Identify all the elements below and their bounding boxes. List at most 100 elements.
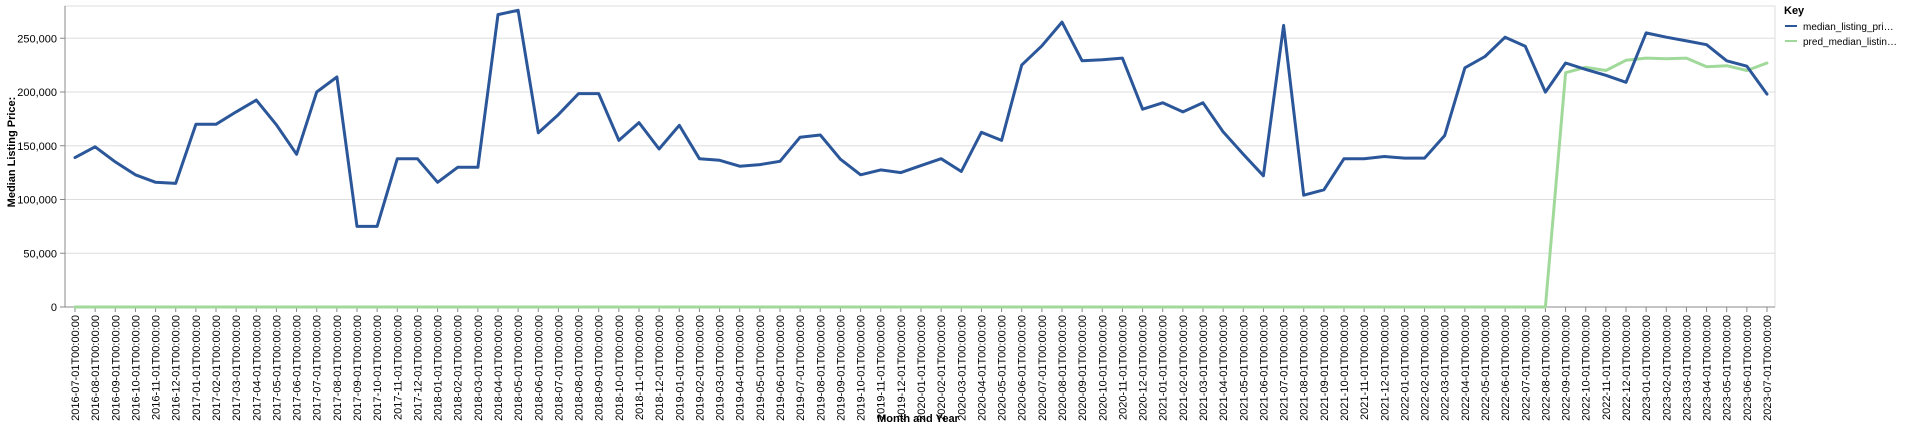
x-tick-label: 2021-04-01T00:00:00 — [1218, 315, 1230, 421]
x-tick-label: 2023-01-01T00:00:00 — [1641, 315, 1653, 421]
x-tick-label: 2017-06-01T00:00:00 — [292, 315, 304, 421]
x-tick-label: 2022-05-01T00:00:00 — [1480, 315, 1492, 421]
series-lines — [73, 8, 1769, 309]
x-tick-label: 2021-12-01T00:00:00 — [1379, 315, 1391, 421]
x-tick-label: 2022-04-01T00:00:00 — [1460, 315, 1472, 421]
x-tick-label: 2020-11-01T00:00:00 — [1117, 315, 1129, 420]
x-tick-label: 2022-08-01T00:00:00 — [1540, 315, 1552, 421]
x-tick-label: 2019-04-01T00:00:00 — [735, 315, 747, 421]
x-tick-label: 2023-03-01T00:00:00 — [1681, 315, 1693, 421]
x-tick-label: 2023-07-01T00:00:00 — [1762, 315, 1774, 421]
x-tick-label: 2019-12-01T00:00:00 — [896, 315, 908, 421]
x-tick-label: 2020-12-01T00:00:00 — [1138, 315, 1150, 421]
x-tick-label: 2018-06-01T00:00:00 — [533, 315, 545, 421]
x-tick-label: 2022-09-01T00:00:00 — [1561, 315, 1573, 421]
y-tick-label: 250,000 — [17, 33, 57, 45]
x-tick-label: 2017-02-01T00:00:00 — [211, 315, 223, 421]
legend-title: Key — [1784, 5, 1805, 17]
x-tick-label: 2019-03-01T00:00:00 — [715, 315, 727, 421]
x-tick-label: 2016-07-01T00:00:00 — [70, 315, 82, 421]
x-tick-label: 2018-11-01T00:00:00 — [634, 315, 646, 420]
x-tick-label: 2019-01-01T00:00:00 — [674, 315, 686, 421]
x-tick-label: 2020-03-01T00:00:00 — [956, 315, 968, 421]
x-tick-label: 2021-07-01T00:00:00 — [1279, 315, 1291, 421]
x-tick-label: 2017-01-01T00:00:00 — [191, 315, 203, 421]
x-tick-label: 2019-07-01T00:00:00 — [795, 315, 807, 421]
x-tick-label: 2019-08-01T00:00:00 — [815, 315, 827, 421]
x-tick-label: 2022-02-01T00:00:00 — [1420, 315, 1432, 421]
x-tick-label: 2016-12-01T00:00:00 — [171, 315, 183, 421]
legend: Key median_listing_pri… pred_median_list… — [1784, 5, 1897, 48]
x-tick-label: 2019-06-01T00:00:00 — [775, 315, 787, 421]
x-tick-label: 2022-06-01T00:00:00 — [1500, 315, 1512, 421]
x-tick-label: 2023-05-01T00:00:00 — [1722, 315, 1734, 421]
x-tick-label: 2018-03-01T00:00:00 — [473, 315, 485, 421]
x-tick-label: 2018-04-01T00:00:00 — [493, 315, 505, 421]
x-tick-label: 2017-04-01T00:00:00 — [251, 315, 263, 421]
legend-label-median: median_listing_pri… — [1803, 22, 1894, 33]
x-tick-label: 2020-09-01T00:00:00 — [1077, 315, 1089, 421]
x-tick-label: 2021-08-01T00:00:00 — [1299, 315, 1311, 421]
x-tick-label: 2018-08-01T00:00:00 — [574, 315, 586, 421]
x-tick-label: 2018-09-01T00:00:00 — [594, 315, 606, 421]
x-tick-label: 2019-09-01T00:00:00 — [835, 315, 847, 421]
x-tick-label: 2020-05-01T00:00:00 — [997, 315, 1009, 421]
x-tick-label: 2017-03-01T00:00:00 — [231, 315, 243, 421]
x-axis-title: Month and Year — [877, 413, 959, 425]
x-tick-label: 2020-04-01T00:00:00 — [976, 315, 988, 421]
x-tick-label: 2017-12-01T00:00:00 — [412, 315, 424, 421]
y-tick-label: 0 — [51, 302, 57, 314]
y-tick-label: 150,000 — [17, 141, 57, 153]
y-tick-label: 50,000 — [23, 248, 57, 260]
x-tick-label: 2018-01-01T00:00:00 — [433, 315, 445, 421]
x-tick-label: 2019-11-01T00:00:00 — [876, 315, 888, 420]
x-tick-label: 2019-05-01T00:00:00 — [755, 315, 767, 421]
x-tick-label: 2018-07-01T00:00:00 — [553, 315, 565, 421]
legend-label-pred: pred_median_listin… — [1803, 37, 1897, 48]
x-tick-label: 2020-08-01T00:00:00 — [1057, 315, 1069, 421]
x-tick-label: 2021-06-01T00:00:00 — [1258, 315, 1270, 421]
x-tick-label: 2017-09-01T00:00:00 — [352, 315, 364, 421]
x-tick-label: 2022-10-01T00:00:00 — [1581, 315, 1593, 421]
x-tick-label: 2017-10-01T00:00:00 — [372, 315, 384, 421]
x-tick-label: 2021-10-01T00:00:00 — [1339, 315, 1351, 421]
x-tick-label: 2019-10-01T00:00:00 — [856, 315, 868, 421]
x-tick-label: 2019-02-01T00:00:00 — [694, 315, 706, 421]
x-tick-label: 2022-03-01T00:00:00 — [1440, 315, 1452, 421]
x-axis: 2016-07-01T00:00:00 2016-08-01T00:00:00 20… — [65, 306, 1775, 421]
x-tick-label: 2022-07-01T00:00:00 — [1520, 315, 1532, 421]
x-tick-label: 2017-11-01T00:00:00 — [392, 315, 404, 420]
series-line-median-listing-price — [73, 8, 1769, 228]
x-tick-label: 2020-06-01T00:00:00 — [1017, 315, 1029, 421]
x-tick-label: 2016-08-01T00:00:00 — [90, 315, 102, 421]
x-tick-label: 2017-07-01T00:00:00 — [312, 315, 324, 421]
x-tick-label: 2021-05-01T00:00:00 — [1238, 315, 1250, 421]
x-tick-label: 2018-12-01T00:00:00 — [654, 315, 666, 421]
x-tick-label: 2020-07-01T00:00:00 — [1037, 315, 1049, 421]
x-tick-label: 2020-01-01T00:00:00 — [916, 315, 928, 421]
x-tick-label: 2021-03-01T00:00:00 — [1198, 315, 1210, 421]
x-tick-label: 2018-05-01T00:00:00 — [513, 315, 525, 421]
x-tick-label: 2016-11-01T00:00:00 — [151, 315, 163, 420]
x-tick-label: 2018-02-01T00:00:00 — [453, 315, 465, 421]
x-tick-label: 2016-10-01T00:00:00 — [130, 315, 142, 421]
x-tick-label: 2017-08-01T00:00:00 — [332, 315, 344, 421]
x-tick-label: 2023-06-01T00:00:00 — [1742, 315, 1754, 421]
x-tick-label: 2021-02-01T00:00:00 — [1178, 315, 1190, 421]
x-tick-label: 2023-04-01T00:00:00 — [1702, 315, 1714, 421]
y-tick-label: 200,000 — [17, 87, 57, 99]
x-tick-label: 2016-09-01T00:00:00 — [110, 315, 122, 421]
x-tick-label: 2017-05-01T00:00:00 — [271, 315, 283, 421]
x-tick-label: 2022-11-01T00:00:00 — [1601, 315, 1613, 420]
x-tick-label: 2021-09-01T00:00:00 — [1319, 315, 1331, 421]
y-tick-label: 100,000 — [17, 195, 57, 207]
x-tick-label: 2020-10-01T00:00:00 — [1097, 315, 1109, 421]
gridlines — [64, 5, 1776, 308]
x-tick-label: 2022-12-01T00:00:00 — [1621, 315, 1633, 421]
x-tick-label: 2020-02-01T00:00:00 — [936, 315, 948, 421]
x-tick-label: 2021-11-01T00:00:00 — [1359, 315, 1371, 420]
plot-frame — [64, 5, 1776, 308]
x-tick-label: 2021-01-01T00:00:00 — [1158, 315, 1170, 421]
series-line-pred-median-listing-price — [73, 56, 1769, 309]
